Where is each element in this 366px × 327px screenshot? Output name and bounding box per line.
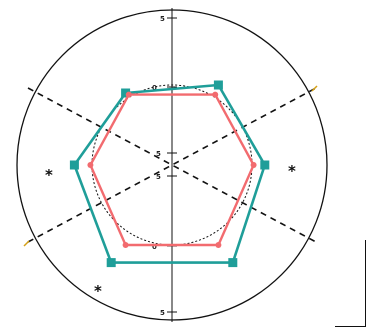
window-frame xyxy=(335,240,366,327)
series-0-point-5 xyxy=(69,160,79,170)
series-layer xyxy=(69,80,270,268)
star-annotations: * * * xyxy=(45,162,296,300)
tick-label-top: 5 xyxy=(160,15,165,23)
frame-corner xyxy=(335,240,366,327)
tick-labels: 5 0 5 5 0 5 xyxy=(152,15,165,317)
tick-label-center-lower: 5 xyxy=(156,173,161,181)
series-1-point-2 xyxy=(250,162,257,168)
series-0-point-1 xyxy=(213,80,223,90)
series-1-point-3 xyxy=(215,242,222,248)
series-0-line xyxy=(73,83,267,264)
axis-end-mark-right xyxy=(311,85,318,92)
series-1-point-4 xyxy=(122,242,129,248)
series-1-point-0 xyxy=(125,91,132,98)
star-label-bottom: * xyxy=(94,282,102,300)
tick-label-lower-inner: 0 xyxy=(152,243,157,251)
series-0-point-2 xyxy=(260,160,270,170)
tick-label-bottom: 5 xyxy=(160,309,165,317)
series-0-point-3 xyxy=(228,258,238,268)
tick-label-upper-inner: 0 xyxy=(152,84,157,92)
tick-label-center-upper: 5 xyxy=(156,150,161,158)
series-1-point-5 xyxy=(87,162,94,168)
series-0-point-0 xyxy=(121,88,131,98)
axis-end-mark-left xyxy=(23,240,30,247)
series-0-point-4 xyxy=(106,258,116,268)
star-label-right: * xyxy=(288,162,296,180)
series-1-point-1 xyxy=(212,91,219,98)
axis-ticks xyxy=(167,17,177,313)
star-label-left: * xyxy=(45,166,53,184)
